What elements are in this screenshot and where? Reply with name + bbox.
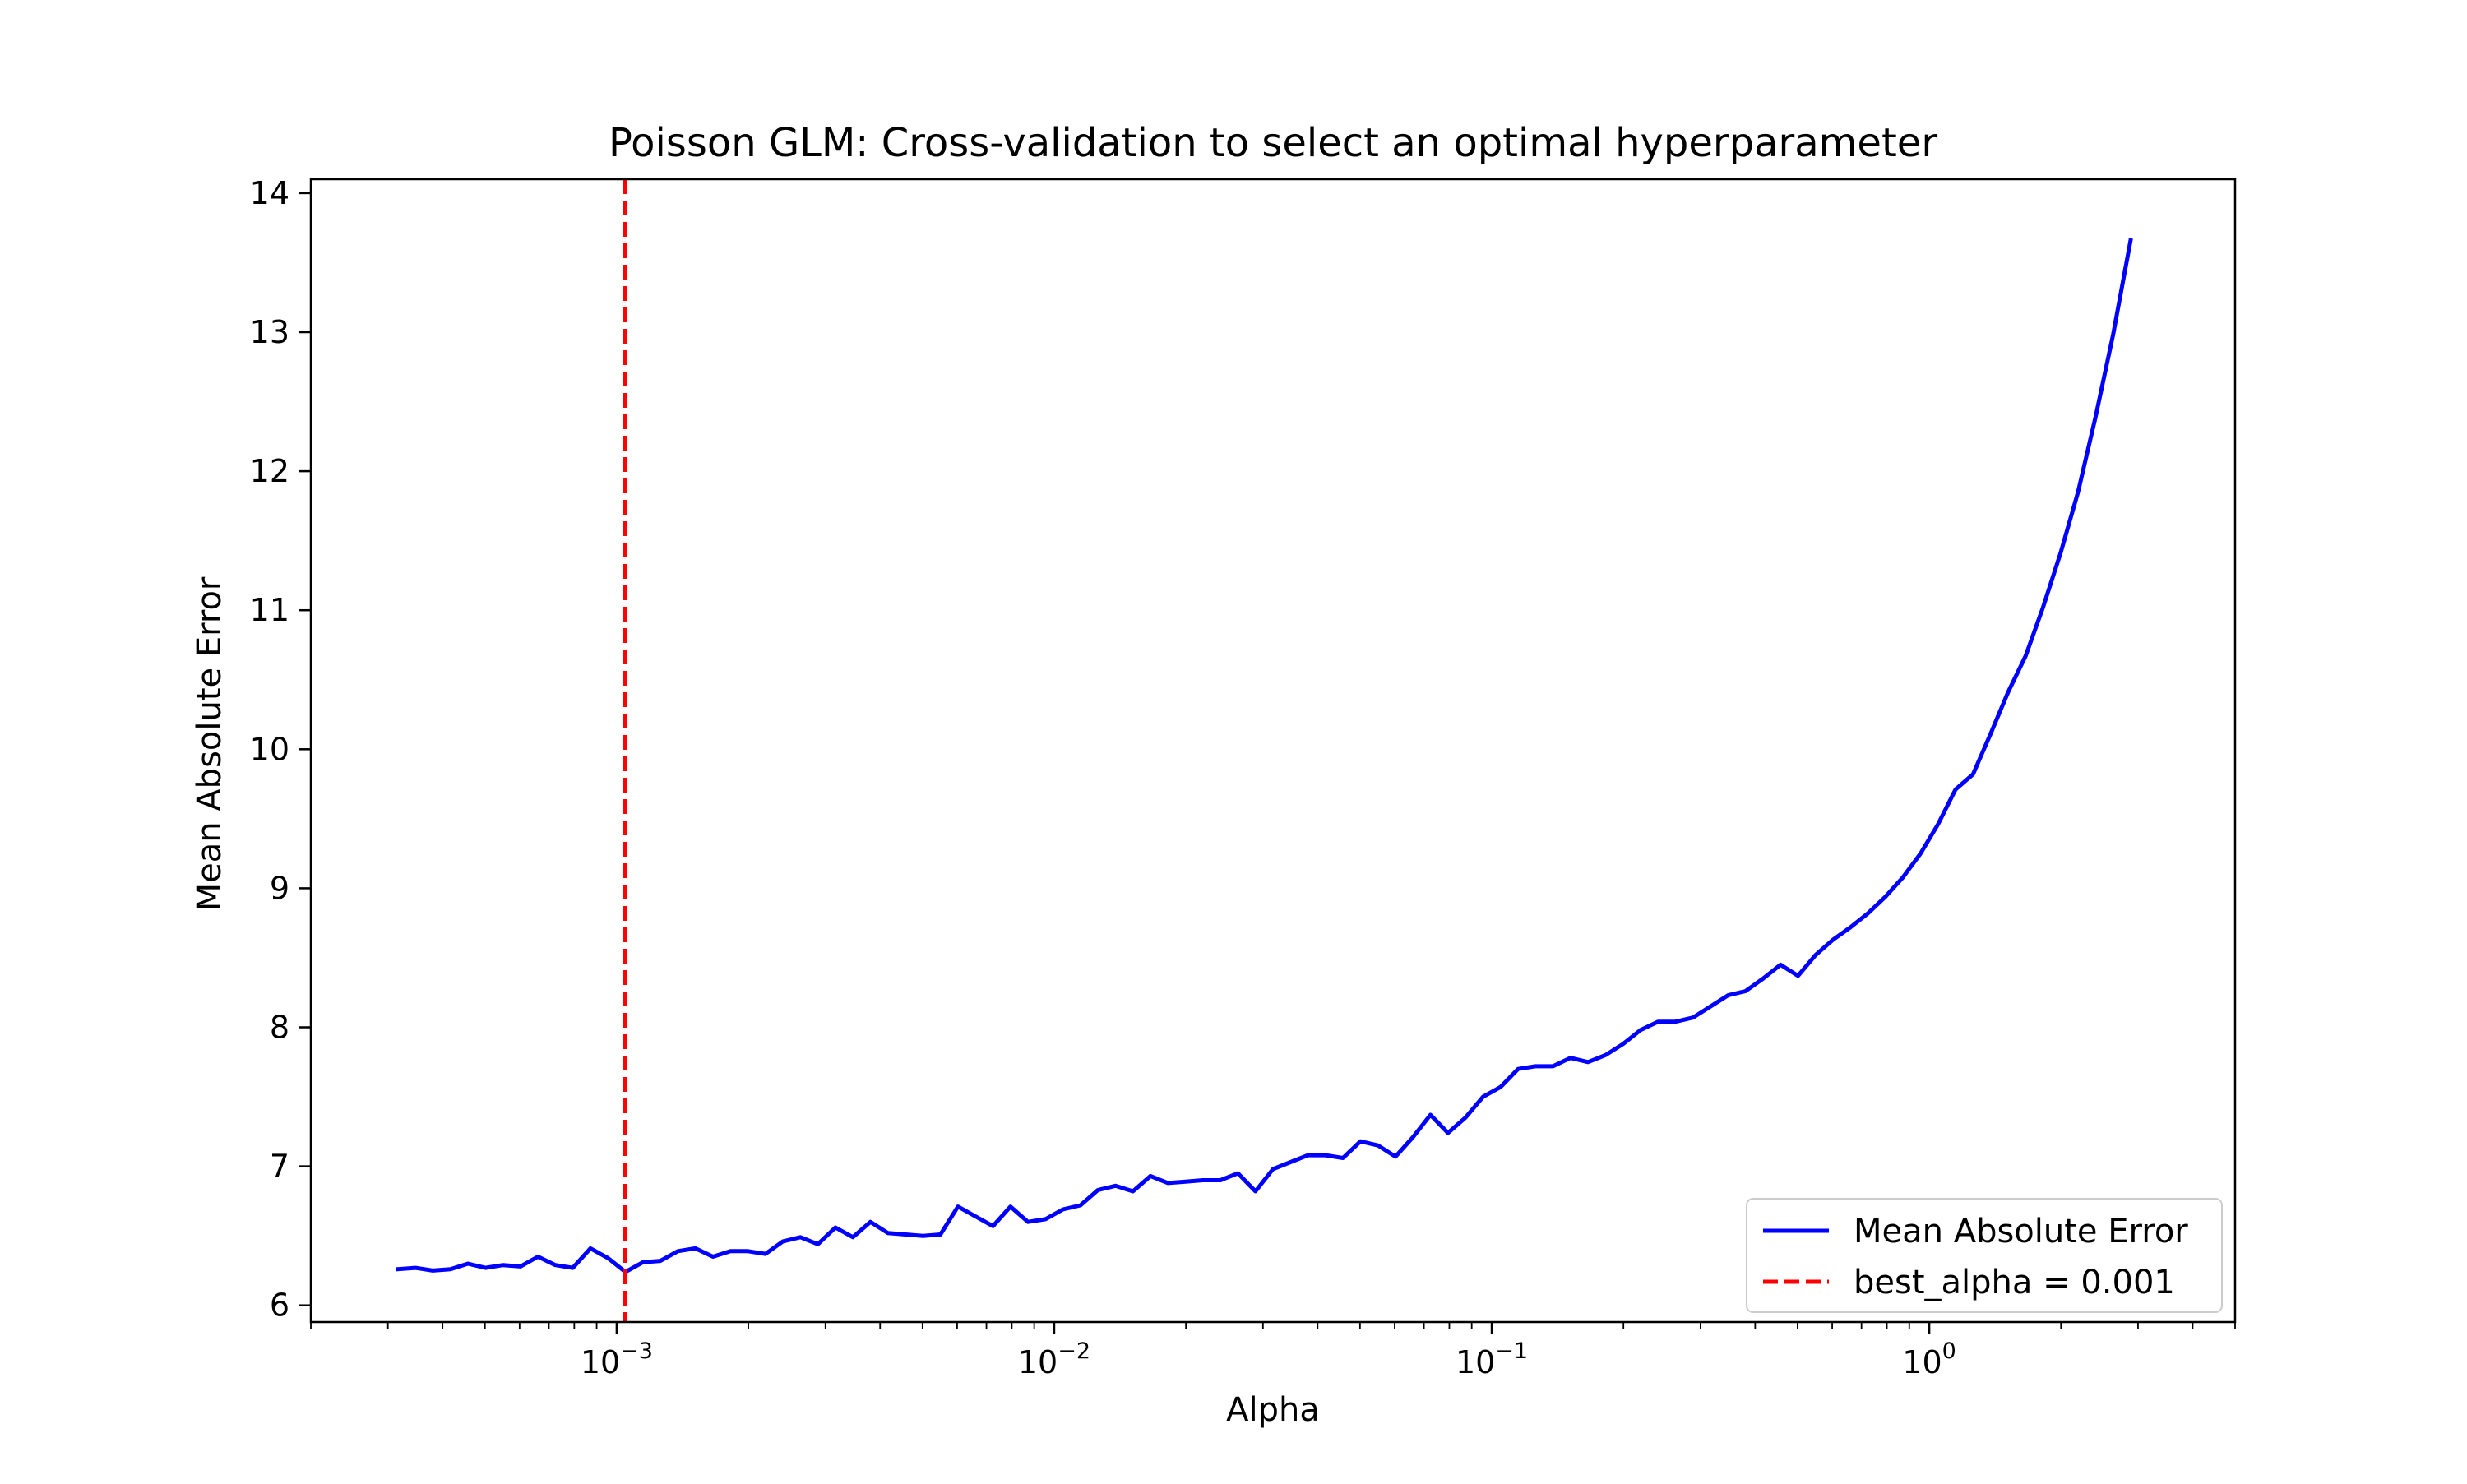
y-tick-label: 8 [270, 1010, 289, 1046]
legend-label-mae: Mean Absolute Error [1854, 1213, 2188, 1251]
series-line-mae [396, 238, 2133, 1274]
y-axis-label: Mean Absolute Error [191, 576, 229, 911]
chart-title: Poisson GLM: Cross-validation to select … [609, 120, 1937, 166]
y-tick-label: 6 [270, 1288, 289, 1324]
y-tick-label: 7 [270, 1149, 289, 1185]
y-tick-label: 14 [250, 175, 289, 211]
y-tick-label: 10 [250, 731, 289, 767]
x-tick-label: 10−1 [1456, 1338, 1528, 1380]
legend-label-best-alpha: best_alpha = 0.001 [1854, 1264, 2175, 1301]
legend: Mean Absolute Error best_alpha = 0.001 [1746, 1198, 2223, 1313]
y-tick-label: 9 [270, 870, 289, 906]
plot-series-group [396, 179, 2133, 1322]
y-tick-label: 11 [250, 592, 289, 628]
x-axis-label: Alpha [1226, 1391, 1320, 1429]
x-tick-label: 10−3 [581, 1338, 653, 1380]
plot-area [396, 179, 2133, 1322]
y-tick-label: 13 [250, 314, 289, 350]
legend-box [1746, 1198, 2223, 1313]
axes-frame [309, 178, 2237, 1324]
x-tick-label: 100 [1902, 1338, 1956, 1380]
y-tick-label: 12 [250, 453, 289, 489]
x-tick-label: 10−2 [1018, 1338, 1090, 1380]
axes: 10−3 10−2 10−1 100 6 7 8 9 10 11 12 13 14 [250, 175, 2237, 1380]
